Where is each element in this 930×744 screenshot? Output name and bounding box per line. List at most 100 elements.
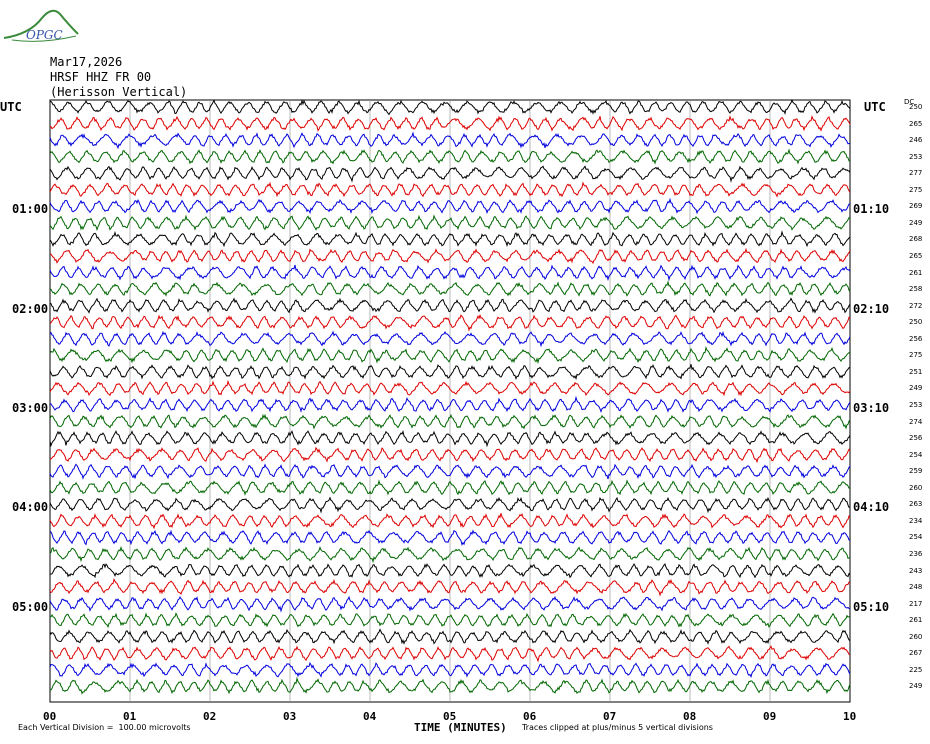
time-label: 03:10 xyxy=(853,401,890,415)
dc-offset-value: 225 xyxy=(909,665,923,674)
trace-line xyxy=(49,395,851,413)
trace-line xyxy=(49,197,851,215)
dc-offset-value: 249 xyxy=(909,218,923,227)
header-station: HRSF HHZ FR 00 xyxy=(50,70,152,84)
dc-offset-value: 236 xyxy=(909,550,923,558)
trace-line xyxy=(49,345,851,365)
trace-line xyxy=(49,181,851,198)
x-tick-label: 05 xyxy=(443,710,457,723)
dc-offset-value: 250 xyxy=(909,318,923,327)
x-tick-label: 08 xyxy=(683,710,697,723)
time-label: 02:00 xyxy=(12,301,49,316)
x-tick-label: 07 xyxy=(603,710,617,723)
trace-line xyxy=(49,330,851,348)
time-label: 03:00 xyxy=(12,401,49,415)
trace-line xyxy=(49,313,851,332)
logo-text: OPGC xyxy=(26,28,63,42)
footer-scale: Each Vertical Division = 100.00 microvol… xyxy=(18,723,191,732)
dc-offset-value: 261 xyxy=(909,616,923,625)
trace-line xyxy=(49,496,850,514)
trace-line xyxy=(49,529,851,547)
dc-offset-value: 249 xyxy=(909,384,923,393)
trace-line xyxy=(49,115,851,132)
x-tick-label: 02 xyxy=(203,710,217,723)
dc-offset-value: 275 xyxy=(909,351,923,360)
time-label: 02:10 xyxy=(853,301,890,316)
x-axis-label: TIME (MINUTES) xyxy=(414,721,507,734)
trace-line xyxy=(49,628,851,645)
footer-clip-note: Traces clipped at plus/minus 5 vertical … xyxy=(522,723,713,732)
time-label: 05:10 xyxy=(853,599,890,614)
trace-line xyxy=(49,280,851,297)
dc-offset-value: 234 xyxy=(909,516,923,525)
dc-offset-value: 217 xyxy=(909,599,923,608)
dc-offset-value: 261 xyxy=(909,268,923,277)
trace-line xyxy=(49,545,851,564)
utc-left-label: UTC xyxy=(0,100,22,114)
trace-line xyxy=(49,379,851,397)
trace-line xyxy=(49,297,851,314)
dc-offset-value: 249 xyxy=(909,682,923,691)
dc-offset-value: 259 xyxy=(909,467,923,476)
dc-offset-value: 250 xyxy=(909,103,923,111)
dc-offset-value: 269 xyxy=(909,202,923,211)
header-location: (Herisson Vertical) xyxy=(50,85,188,99)
trace-line xyxy=(50,612,851,629)
x-tick-label: 03 xyxy=(283,710,297,723)
trace-line xyxy=(49,595,851,613)
dc-offset-value: 275 xyxy=(909,185,923,194)
dc-offset-value: 260 xyxy=(909,632,923,641)
trace-line xyxy=(49,645,851,663)
trace-line xyxy=(49,563,851,579)
dc-offset-value: 253 xyxy=(909,401,923,409)
dc-offset-value: 254 xyxy=(909,450,923,459)
dc-offset-value: 254 xyxy=(909,533,923,542)
utc-right-label: UTC xyxy=(864,100,886,114)
time-label: 01:10 xyxy=(853,202,890,217)
dc-offset-value: 256 xyxy=(909,434,923,443)
dc-offset-value: 274 xyxy=(909,417,923,426)
x-tick-label: 06 xyxy=(523,710,537,723)
dc-offset-value: 253 xyxy=(909,152,923,161)
trace-line xyxy=(50,247,851,265)
trace-line xyxy=(49,264,851,282)
dc-offset-value: 248 xyxy=(909,583,923,592)
x-tick-label: 09 xyxy=(763,710,777,723)
dc-label: DC xyxy=(904,98,915,106)
trace-line xyxy=(49,661,851,679)
opgc-logo: OPGC xyxy=(2,4,82,46)
dc-offset-value: 260 xyxy=(909,483,923,492)
time-label: 04:10 xyxy=(853,500,890,515)
trace-line xyxy=(49,446,851,464)
trace-line xyxy=(49,214,851,232)
x-tick-label: 10 xyxy=(843,710,857,723)
trace-line xyxy=(49,98,851,116)
time-label: 04:00 xyxy=(12,500,49,515)
dc-offset-value: 267 xyxy=(909,649,923,658)
dc-offset-value: 265 xyxy=(909,119,923,128)
trace-line xyxy=(49,364,851,381)
dc-offset-value: 263 xyxy=(909,500,923,509)
trace-line xyxy=(49,430,851,448)
trace-line xyxy=(49,230,851,248)
time-label: 01:00 xyxy=(12,202,49,217)
trace-line xyxy=(49,513,851,530)
dc-offset-value: 243 xyxy=(909,566,923,575)
x-tick-label: 00 xyxy=(43,710,57,723)
header-date: Mar17,2026 xyxy=(50,55,123,69)
dc-offset-value: 258 xyxy=(909,285,923,294)
dc-offset-value: 272 xyxy=(909,301,923,310)
time-label: 05:00 xyxy=(12,599,49,614)
trace-line xyxy=(49,165,851,183)
dc-offset-value: 268 xyxy=(909,235,923,244)
trace-line xyxy=(49,676,851,695)
trace-line xyxy=(49,463,851,480)
trace-line xyxy=(49,577,851,597)
dc-offset-value: 265 xyxy=(909,252,923,260)
trace-line xyxy=(49,148,851,165)
dc-offset-value: 256 xyxy=(909,334,923,343)
dc-offset-value: 251 xyxy=(909,367,923,376)
dc-offset-value: 246 xyxy=(909,136,923,145)
trace-line xyxy=(49,131,850,150)
